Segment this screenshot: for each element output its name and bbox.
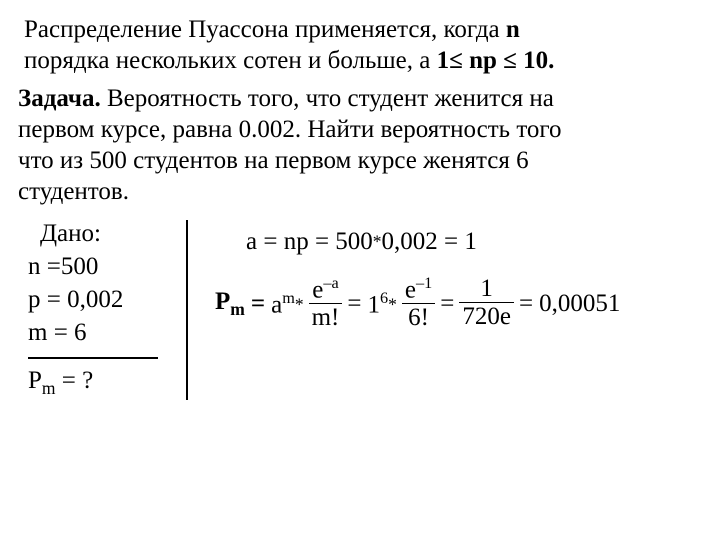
a-power-m: am* (271, 288, 304, 321)
one6-a: 1 (368, 291, 381, 318)
given-q-rest: = ? (56, 367, 94, 394)
vertical-divider (186, 220, 188, 400)
given-question: Pm = ? (28, 365, 188, 400)
calc-block: a = np = 500*0,002 = 1 Pm = am* e–a m! = (188, 216, 702, 334)
eq1: = (251, 288, 265, 319)
frac-1-720e: 1 720e (459, 276, 514, 332)
intro-condition: 1≤ np ≤ 10. (437, 47, 555, 74)
answer: 0,00051 (539, 288, 620, 319)
eq3: = (440, 288, 454, 319)
frac2-den: 6! (402, 304, 435, 333)
intro-line1a: Распределение Пуассона применяется, когд… (24, 16, 506, 43)
calc-a-line: a = np = 500*0,002 = 1 (246, 226, 702, 257)
problem-b: первом курсе, равна 0.002. Найти вероятн… (18, 116, 562, 143)
problem-d: студентов. (18, 178, 129, 205)
a-end: 0,002 = 1 (382, 228, 477, 255)
frac1-exp: –a (323, 274, 338, 292)
frac2-num: e–1 (402, 275, 435, 305)
frac2-exp: –1 (416, 274, 432, 292)
am-sup: m (282, 289, 295, 307)
frac1-den: m! (309, 304, 343, 333)
frac3-den: 720e (459, 303, 514, 332)
formula-row: Pm = am* e–a m! = 16* (212, 275, 702, 333)
problem-text: Задача. Вероятность того, что студент же… (18, 83, 702, 208)
given-q-P: P (28, 367, 42, 394)
given-p: p = 0,002 (28, 284, 188, 315)
eq4: = (519, 288, 533, 319)
Pm-sub: m (230, 299, 245, 319)
given-n: n =500 (28, 251, 188, 282)
star1: * (295, 294, 304, 314)
problem-c: что из 500 студентов на первом курсе жен… (18, 147, 529, 174)
frac1-e: e (312, 276, 323, 303)
frac-e1-6: e–1 6! (402, 275, 435, 333)
frac1-num: e–a (309, 275, 343, 305)
given-block: Дано: n =500 p = 0,002 m = 6 Pm = ? (18, 216, 188, 402)
given-q-sub: m (42, 378, 56, 398)
given-header: Дано: (40, 218, 188, 249)
one-pow-6: 16* (368, 288, 397, 321)
a-dot: * (373, 231, 382, 251)
frac-ea-m: e–a m! (309, 275, 343, 333)
intro-line2a: порядка нескольких сотен и больше, а (24, 47, 437, 74)
a-lhs: a = np = 500 (246, 228, 373, 255)
Pm-P: P (215, 288, 230, 315)
problem-label: Задача. (18, 85, 101, 112)
one6-sup: 6 (380, 289, 388, 307)
intro-text: Распределение Пуассона применяется, когд… (24, 14, 702, 77)
solution-block: Дано: n =500 p = 0,002 m = 6 Pm = ? a = … (18, 216, 702, 402)
problem-a: Вероятность того, что студент женится на (101, 85, 554, 112)
given-m: m = 6 (28, 317, 188, 348)
horizontal-divider (28, 357, 158, 359)
frac3-num: 1 (459, 276, 514, 303)
intro-n: n (506, 16, 520, 43)
eq2: = (347, 288, 361, 319)
am-a: a (271, 291, 282, 318)
star2: * (388, 294, 397, 314)
frac2-e: e (405, 276, 416, 303)
Pm-label: Pm (215, 286, 245, 321)
